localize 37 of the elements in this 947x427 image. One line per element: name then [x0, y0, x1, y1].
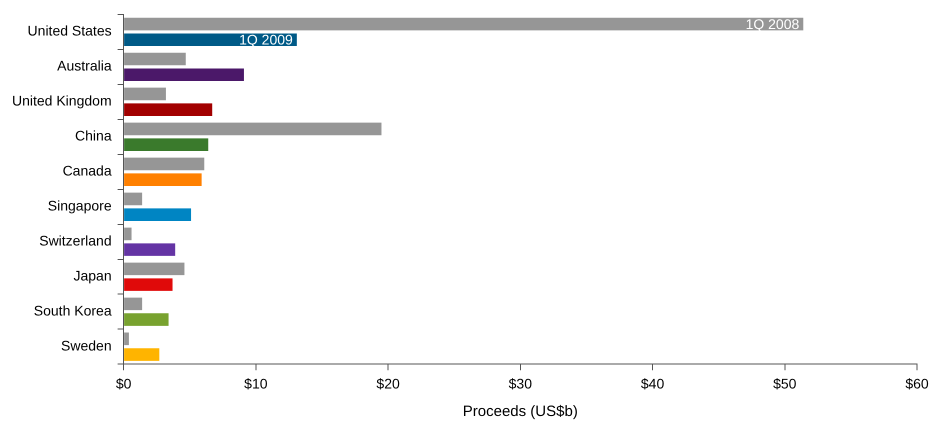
x-tick-label: $30 — [508, 375, 532, 392]
bar — [124, 192, 142, 206]
bar — [124, 18, 804, 30]
x-tick-label: $10 — [244, 375, 268, 392]
bar — [124, 173, 202, 186]
bar — [124, 313, 169, 326]
bar — [124, 348, 160, 361]
bar — [124, 103, 212, 116]
y-tick-label: China — [75, 128, 112, 144]
x-tick-label: $0 — [116, 375, 132, 392]
bar — [124, 228, 132, 240]
x-tick-label: $40 — [640, 375, 664, 392]
bar — [124, 158, 204, 170]
bar — [124, 278, 173, 291]
x-axis-title: Proceeds (US$b) — [462, 403, 578, 420]
y-tick-label: South Korea — [34, 302, 112, 319]
bar — [124, 122, 382, 136]
y-tick-label: Canada — [62, 162, 112, 179]
bar — [124, 298, 142, 310]
y-tick-label: Switzerland — [39, 232, 112, 249]
bar — [124, 332, 129, 346]
bar — [124, 68, 244, 82]
bar — [124, 52, 186, 66]
y-tick-label: Australia — [57, 58, 112, 74]
y-tick-label: Singapore — [48, 198, 112, 214]
bar — [124, 138, 208, 151]
bar — [124, 208, 192, 221]
y-tick-label: United Kingdom — [12, 92, 112, 109]
y-tick-label: Japan — [73, 268, 112, 284]
x-tick-label: $60 — [905, 375, 929, 392]
y-tick-label: United States — [28, 22, 112, 39]
x-tick-label: $20 — [376, 375, 400, 392]
bar — [124, 243, 176, 256]
y-tick-label: Sweden — [61, 338, 112, 354]
bar — [124, 262, 184, 276]
x-tick-label: $50 — [773, 375, 797, 392]
bar — [124, 88, 166, 100]
